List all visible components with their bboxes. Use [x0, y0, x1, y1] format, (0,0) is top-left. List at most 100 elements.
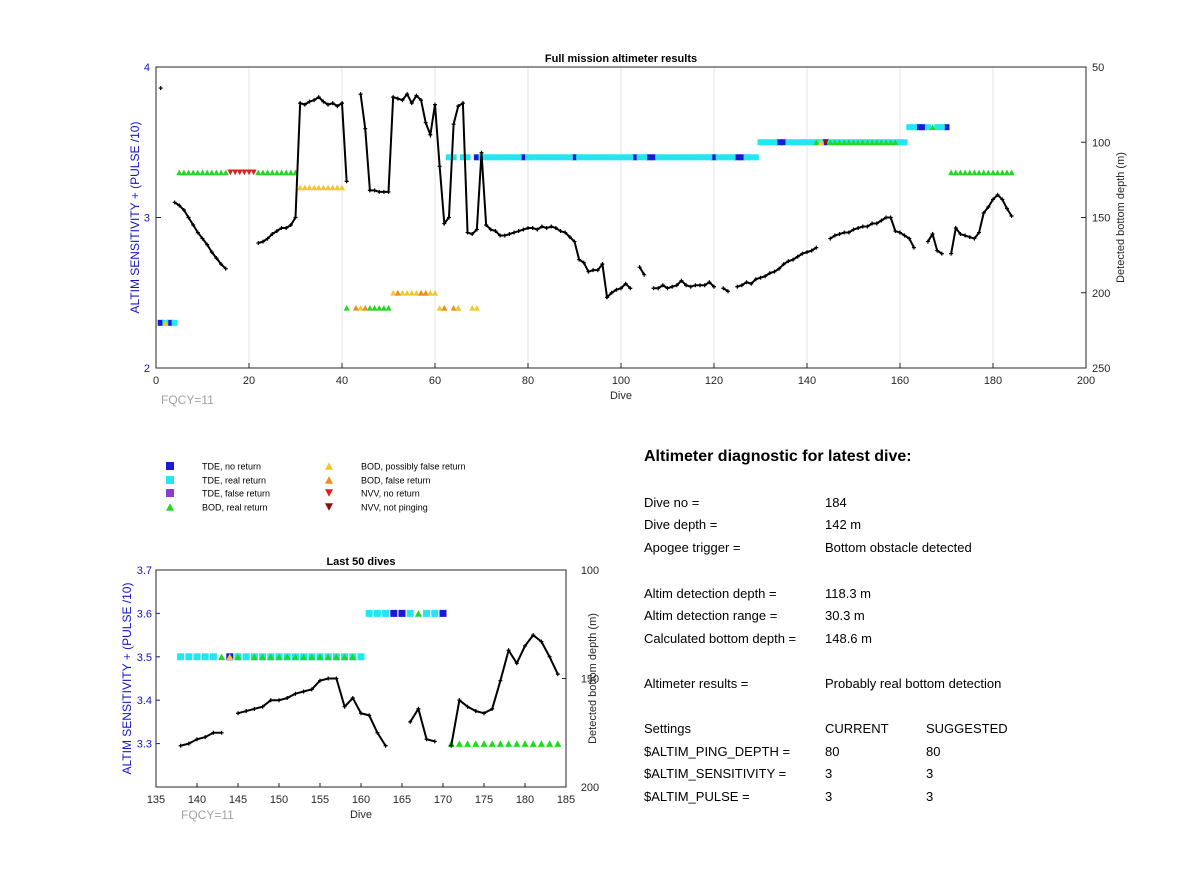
main-marker-tde_real [683, 154, 690, 161]
main-marker-bod_real [255, 169, 262, 176]
main-depth-point [744, 280, 749, 285]
main-depth-point [293, 215, 298, 220]
last50-depth-point [211, 730, 216, 735]
main-marker-tde_real [604, 154, 611, 161]
last50-depth-point [514, 661, 519, 666]
main-y2tick-label: 100 [1092, 137, 1110, 149]
main-marker-bod_real [841, 139, 848, 146]
main-depth-point [791, 257, 796, 262]
main-depth-point [702, 283, 707, 288]
last50-marker-bod_real [250, 653, 258, 661]
main-depth-point [330, 101, 335, 106]
main-marker-nvv_no [227, 169, 234, 176]
main-depth-point [600, 262, 605, 267]
main-depth-point [809, 248, 814, 253]
main-marker-tde_real [501, 154, 508, 161]
last50-marker-tde_real [193, 653, 201, 661]
main-depth-point [400, 98, 405, 103]
last50-marker-bod_real [316, 653, 324, 661]
last50-depth-point [260, 704, 265, 709]
main-depth-point [972, 236, 977, 241]
main-marker-tde_real [785, 139, 792, 146]
main-y2label: Detected bottom depth (m) [1115, 152, 1127, 283]
last50-marker-bod_real [513, 740, 521, 747]
main-marker-nvv_no [232, 169, 239, 176]
main-depth-point [577, 257, 582, 262]
last50-fqcy-label: FQCY=11 [181, 808, 234, 822]
main-depth-point [516, 229, 521, 234]
last50-depth-point [490, 706, 495, 711]
main-xtick-label: 200 [1077, 375, 1095, 387]
main-marker-bod_real [208, 169, 215, 176]
last50-marker-tde_no [390, 609, 398, 617]
main-marker-tde_real [766, 139, 773, 146]
main-depth-point [1000, 197, 1005, 202]
main-marker-tde_real [743, 154, 750, 161]
main-marker-tde_real [659, 154, 666, 161]
legend-label: NVV, no return [361, 489, 420, 499]
diag-label: Calculated bottom depth = [644, 631, 797, 646]
main-marker-bod_real [850, 139, 857, 146]
last50-marker-tde_real [423, 609, 431, 617]
last50-marker-tde_real [365, 609, 373, 617]
legend-label: TDE, false return [202, 489, 270, 499]
main-depth-point [298, 101, 303, 106]
main-marker-tde_real [655, 154, 662, 161]
last50-marker-bod_real [300, 653, 308, 661]
main-depth-point [609, 290, 614, 295]
main-marker-tde_real [697, 154, 704, 161]
last50-depth-point [416, 706, 421, 711]
main-depth-point [995, 192, 1000, 197]
main-marker-bod_real [971, 169, 978, 176]
main-marker-bod_possibly_false [469, 304, 476, 311]
main-title: Full mission altimeter results [545, 53, 697, 65]
main-marker-tde_no [915, 124, 922, 131]
main-marker-tde_real [799, 139, 806, 146]
main-depth-point [851, 227, 856, 232]
main-marker-tde_real [483, 154, 490, 161]
main-depth-point [442, 221, 447, 226]
last50-ytick-label: 3.6 [137, 608, 152, 620]
last50-xtick-label: 155 [311, 794, 329, 806]
main-marker-tde_real [515, 154, 522, 161]
last50-depth-point [547, 654, 552, 659]
legend-marker [325, 489, 333, 497]
main-marker-tde_no [520, 154, 527, 161]
main-marker-tde_real [538, 154, 545, 161]
main-marker-tde_real [748, 154, 755, 161]
main-marker-bod_possibly_false [408, 289, 415, 296]
main-marker-tde_real [729, 154, 736, 161]
setting-label: $ALTIM_PULSE = [644, 789, 750, 804]
setting-current: 3 [825, 789, 833, 804]
main-marker-bod_real [180, 169, 187, 176]
last50-marker-bod_real [521, 740, 529, 747]
main-marker-nvv_no [236, 169, 243, 176]
main-depth-point [842, 230, 847, 235]
main-depth-point [437, 164, 442, 169]
main-marker-tde_real [576, 154, 583, 161]
main-marker-tde_real [590, 154, 597, 161]
main-depth-point [484, 223, 489, 228]
main-depth-point [939, 251, 944, 256]
main-ytick-label: 4 [144, 62, 150, 74]
legend-label: BOD, real return [202, 503, 268, 513]
main-depth-point [279, 226, 284, 231]
main-depth-point [372, 188, 377, 193]
main-marker-bod_false [418, 289, 425, 296]
main-depth-point [539, 224, 544, 229]
main-marker-tde_no [166, 319, 173, 326]
setting-label: $ALTIM_SENSITIVITY = [644, 766, 787, 781]
main-depth-point [284, 226, 289, 231]
last50-xlabel: Dive [350, 809, 372, 821]
legend-marker [325, 476, 333, 484]
legend-marker [166, 489, 174, 497]
main-marker-bod_possibly_false [357, 304, 364, 311]
main-depth-point [260, 239, 265, 244]
main-marker-tde_real [804, 139, 810, 146]
last50-marker-bod_real [537, 740, 545, 747]
main-depth-point [419, 98, 424, 103]
main-marker-bod_real [864, 139, 871, 146]
main-depth-point [270, 232, 275, 237]
last50-depth-point [195, 737, 199, 742]
main-depth-point [953, 226, 958, 231]
